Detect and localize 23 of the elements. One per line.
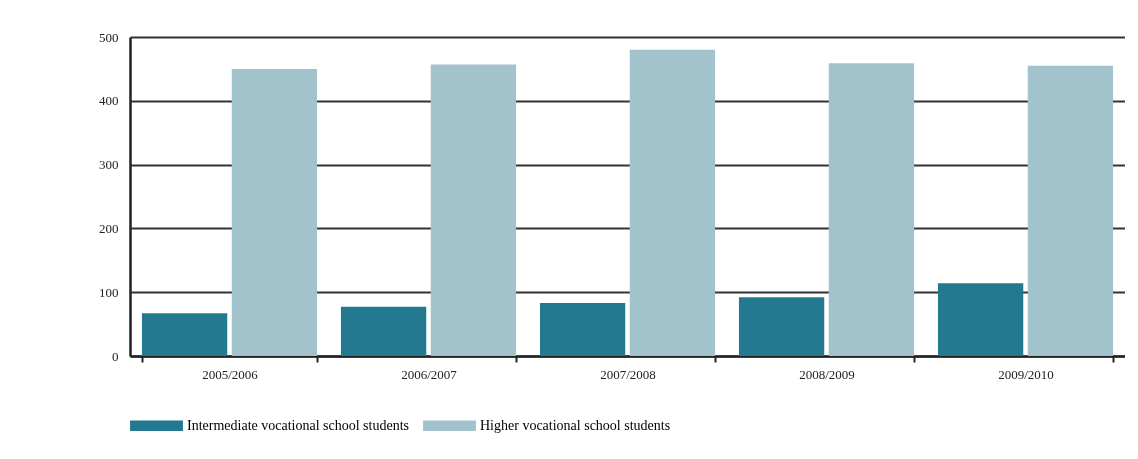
bar [937, 283, 1024, 356]
bar [738, 297, 825, 356]
x-tick-label: 2009/2010 [998, 366, 1054, 382]
y-tick-label: 0 [112, 348, 119, 364]
x-tick-label: 2005/2006 [202, 366, 259, 382]
x-tick-label: 2008/2009 [799, 366, 855, 382]
x-tick-label: 2006/2007 [401, 366, 458, 382]
bar [231, 68, 318, 356]
bar [539, 303, 626, 356]
y-tick-label: 100 [99, 284, 119, 300]
x-tick-label: 2007/2008 [600, 366, 656, 382]
y-tick-label: 400 [99, 93, 119, 109]
bar [430, 64, 517, 356]
bar [629, 49, 716, 356]
bar [340, 306, 427, 356]
y-tick-label: 200 [99, 220, 119, 236]
legend-label: Intermediate vocational school students [187, 417, 409, 433]
bar [141, 313, 228, 356]
y-tick-label: 500 [99, 29, 119, 45]
legend-label: Higher vocational school students [480, 417, 671, 433]
bar [828, 63, 915, 356]
bar [1027, 65, 1114, 356]
y-tick-label: 300 [99, 157, 119, 173]
